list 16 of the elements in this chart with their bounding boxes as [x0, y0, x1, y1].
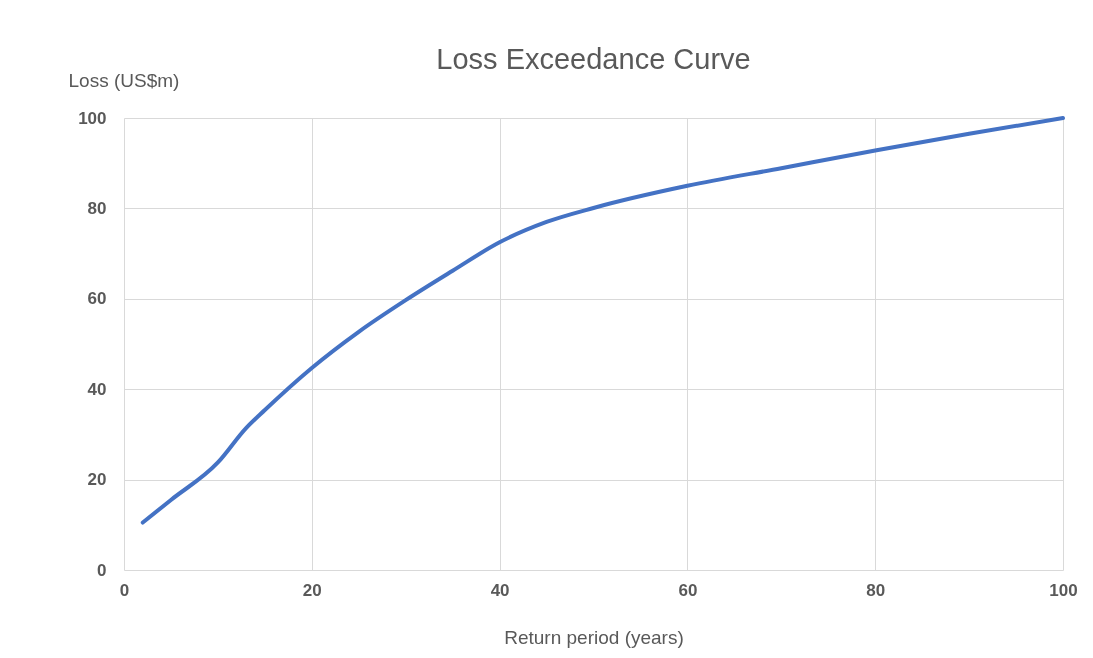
chart-title: Loss Exceedance Curve [436, 43, 751, 75]
y-tick-label: 40 [87, 379, 107, 399]
y-tick-label: 80 [87, 198, 107, 218]
x-tick-label: 40 [490, 580, 510, 600]
line-series [140, 116, 1065, 525]
x-tick-label: 0 [119, 580, 130, 600]
x-axis-title: Return period (years) [504, 626, 684, 648]
y-axis-title: Loss (US$m) [68, 69, 180, 91]
y-tick-label: 20 [87, 470, 107, 490]
x-tick-label: 100 [1049, 580, 1078, 600]
x-tick-label: 60 [678, 580, 698, 600]
y-tick-label: 60 [87, 289, 107, 309]
y-tick-label: 0 [97, 560, 107, 580]
x-tick-label: 20 [302, 580, 322, 600]
x-tick-label: 80 [866, 580, 886, 600]
y-tick-label: 100 [78, 108, 107, 128]
